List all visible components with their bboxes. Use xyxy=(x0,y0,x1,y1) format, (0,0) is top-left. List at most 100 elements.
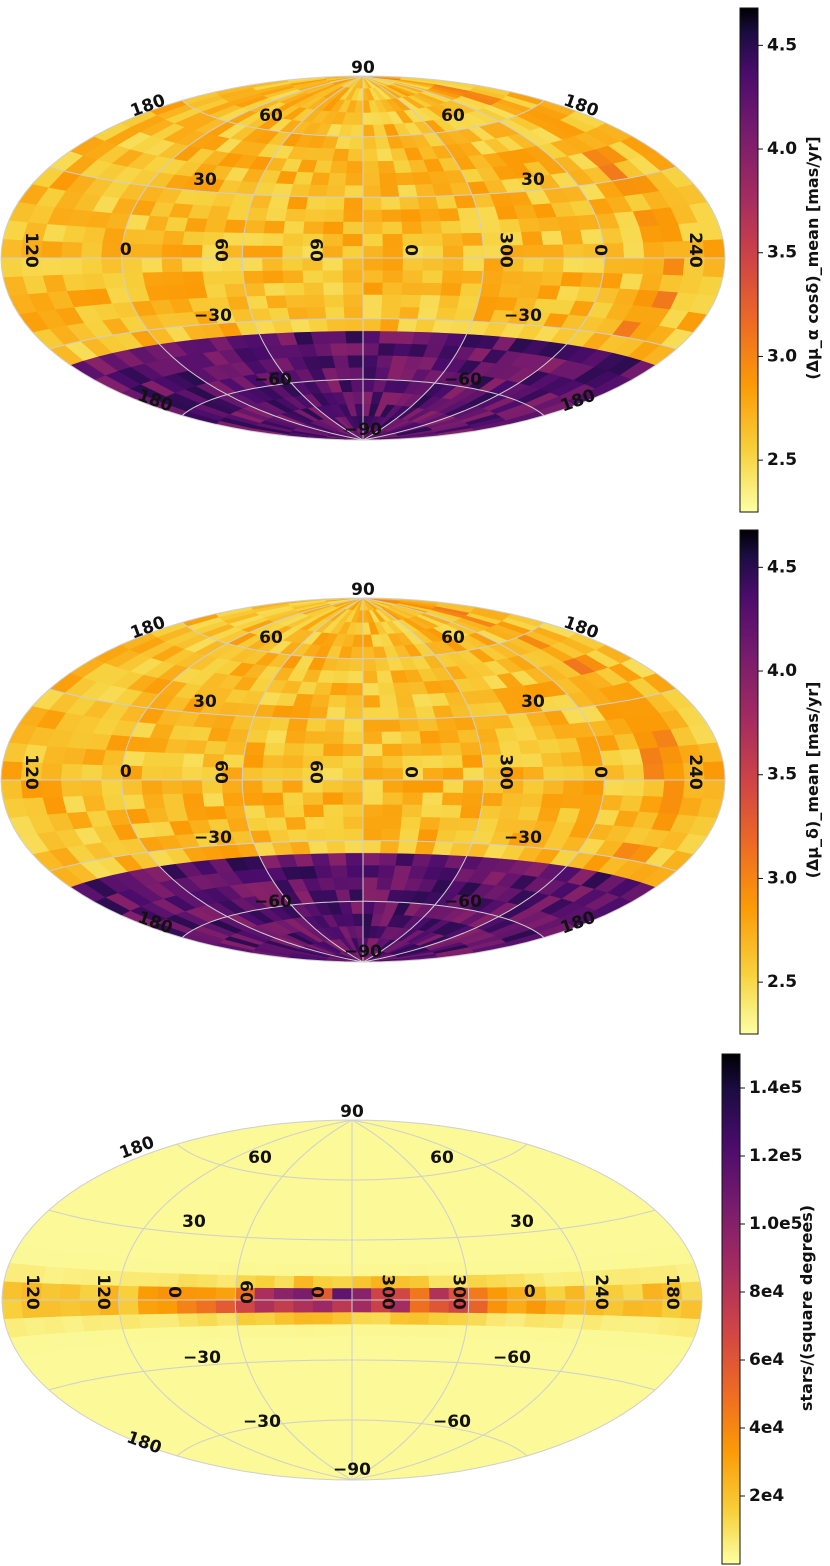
heatmap-cell xyxy=(702,779,725,800)
heatmap-cell xyxy=(289,319,312,333)
heatmap-cell xyxy=(323,743,344,757)
heatmap-cell xyxy=(362,828,383,842)
heatmap-cell xyxy=(161,243,184,259)
heatmap-cell xyxy=(369,1335,390,1349)
heatmap-cell xyxy=(142,229,166,245)
heatmap-cell xyxy=(161,765,184,781)
heatmap-cell xyxy=(347,876,364,890)
heatmap-cell xyxy=(487,1299,508,1314)
heatmap-cell xyxy=(368,1359,388,1373)
heatmap-cell xyxy=(334,1359,353,1373)
heatmap-cell xyxy=(517,739,542,754)
heatmap-cell xyxy=(351,1263,372,1277)
heatmap-cell xyxy=(362,718,383,732)
heatmap-cell xyxy=(255,1262,278,1276)
heatmap-cell xyxy=(441,270,464,284)
heatmap-cell xyxy=(81,763,104,781)
heatmap-cell xyxy=(220,1337,243,1352)
heatmap-cell xyxy=(335,1203,353,1217)
colorbar-tick-label: 1.0e5 xyxy=(749,1214,802,1234)
heatmap-cell xyxy=(369,1239,389,1253)
heatmap-cell xyxy=(320,1383,338,1397)
heatmap-cell xyxy=(284,208,307,222)
heatmap-cell xyxy=(265,207,288,222)
heatmap-cell xyxy=(315,1239,335,1253)
heatmap-cell xyxy=(296,1239,318,1253)
heatmap-cell xyxy=(501,792,524,807)
colorbar-tick-label: 3.5 xyxy=(767,765,797,785)
heatmap-cell xyxy=(402,779,424,793)
lat-label: −60 xyxy=(493,1348,531,1368)
lat-label: 60 xyxy=(259,106,283,126)
heatmap-cell xyxy=(222,792,245,807)
heatmap-cell xyxy=(362,318,382,332)
heatmap-cell xyxy=(380,718,402,732)
heatmap-cell xyxy=(305,828,327,842)
heatmap-cell xyxy=(81,779,104,797)
heatmap-cell xyxy=(466,1312,488,1326)
heatmap-cell xyxy=(352,391,364,404)
heatmap-cell xyxy=(314,1251,335,1265)
heatmap-cell xyxy=(400,294,422,308)
heatmap-cell xyxy=(422,232,444,247)
heatmap-cell xyxy=(243,219,267,234)
heatmap-cell xyxy=(215,1299,237,1314)
heatmap-cell xyxy=(342,233,364,247)
heatmap-cell xyxy=(310,693,331,708)
heatmap-cell xyxy=(442,779,464,793)
heatmap-cell xyxy=(304,1202,324,1216)
heatmap-cell xyxy=(343,209,364,222)
heatmap-cell xyxy=(370,1311,392,1325)
heatmap-cell xyxy=(582,257,605,273)
heatmap-cell xyxy=(351,1299,372,1313)
heatmap-cell xyxy=(362,148,379,162)
heatmap-cell xyxy=(40,1299,63,1318)
heatmap-cell xyxy=(428,1311,450,1326)
heatmap-cell xyxy=(386,1239,408,1253)
heatmap-cell xyxy=(641,1282,664,1301)
lon-label: 0 xyxy=(590,766,610,778)
heatmap-cell xyxy=(367,1215,386,1229)
heatmap-cell xyxy=(329,864,349,878)
heatmap-cell xyxy=(196,1273,219,1288)
heatmap-cell xyxy=(517,806,542,821)
heatmap-cell xyxy=(382,257,404,271)
heatmap-cell xyxy=(82,272,107,290)
heatmap-cell xyxy=(236,1262,259,1276)
heatmap-cell xyxy=(522,257,545,272)
heatmap-cell xyxy=(362,330,381,344)
lon-label: 0 xyxy=(120,762,132,782)
heatmap-cell xyxy=(118,1299,140,1315)
heatmap-cell xyxy=(397,706,419,720)
heatmap-cell xyxy=(273,1287,295,1301)
heatmap-cell xyxy=(278,1238,300,1252)
heatmap-cell xyxy=(262,257,284,271)
heatmap-cell xyxy=(642,779,665,797)
heatmap-cell xyxy=(332,670,350,684)
heatmap-cell xyxy=(162,230,186,245)
heatmap-cell xyxy=(281,1226,302,1240)
colorbar xyxy=(739,7,759,513)
heatmap-cell xyxy=(400,730,422,744)
heatmap-cell xyxy=(338,1179,353,1193)
heatmap-cell xyxy=(342,791,364,805)
heatmap-cell xyxy=(483,1260,506,1275)
heatmap-cell xyxy=(350,901,364,914)
heatmap-cell xyxy=(313,1263,334,1277)
heatmap-cell xyxy=(141,765,164,781)
heatmap-cell xyxy=(282,257,304,271)
heatmap-cell xyxy=(404,1348,426,1362)
heatmap-cell xyxy=(409,1311,430,1325)
heatmap-cell xyxy=(362,257,384,271)
heatmap-cell xyxy=(342,257,364,271)
heatmap-cell xyxy=(422,779,444,793)
heatmap-cell xyxy=(408,1262,429,1277)
heatmap-cell xyxy=(380,318,400,332)
heatmap-cell xyxy=(235,1312,257,1326)
heatmap-cell xyxy=(162,271,186,286)
heatmap-cell xyxy=(409,1287,431,1301)
heatmap-cell xyxy=(293,1311,314,1325)
heatmap-cell xyxy=(422,754,444,769)
heatmap-cell xyxy=(332,1251,353,1265)
